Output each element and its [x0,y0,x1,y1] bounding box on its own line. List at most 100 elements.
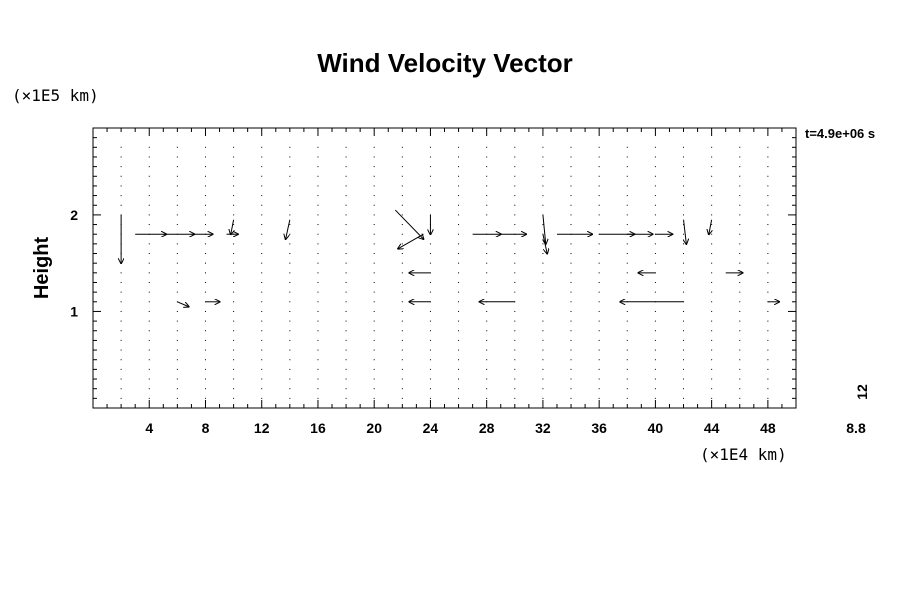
field-dot [486,243,488,245]
field-dot [486,272,488,274]
field-dot [148,175,150,177]
field-dot [767,397,769,399]
field-dot [233,204,235,206]
field-dot [626,310,628,312]
field-dot [233,253,235,255]
field-dot [598,330,600,332]
field-dot [233,195,235,197]
field-dot [373,349,375,351]
field-dot [514,272,516,274]
field-dot [570,397,572,399]
field-dot [626,339,628,341]
field-dot [317,243,319,245]
field-dot [626,359,628,361]
field-dot [233,359,235,361]
field-dot [570,368,572,370]
field-dot [345,156,347,158]
field-dot [514,359,516,361]
field-dot [570,349,572,351]
field-dot [373,224,375,226]
field-dot [233,339,235,341]
x-tick-label: 44 [704,420,720,436]
field-dot [401,388,403,390]
field-dot [458,175,460,177]
field-dot [598,253,600,255]
field-dot [261,243,263,245]
field-dot [120,378,122,380]
field-dot [626,291,628,293]
field-dot [289,214,291,216]
field-dot [598,281,600,283]
field-dot [654,378,656,380]
field-dot [401,175,403,177]
field-dot [233,397,235,399]
field-dot [373,204,375,206]
field-dot [711,339,713,341]
field-dot [542,378,544,380]
field-dot [570,156,572,158]
x-tick-label: 12 [254,420,270,436]
field-dot [345,204,347,206]
field-dot [626,166,628,168]
field-dot [598,291,600,293]
field-dot [598,378,600,380]
field-dot [401,214,403,216]
field-dot [233,291,235,293]
field-dot [739,320,741,322]
field-dot [542,359,544,361]
field-dot [148,253,150,255]
field-dot [458,195,460,197]
field-dot [373,195,375,197]
field-dot [458,243,460,245]
field-dot [345,233,347,235]
field-dot [711,388,713,390]
field-dot [148,243,150,245]
field-dot [233,368,235,370]
field-dot [120,330,122,332]
field-dot [373,272,375,274]
field-dot [486,378,488,380]
vector-arrows [121,209,779,307]
field-dot [401,349,403,351]
field-dot [683,388,685,390]
field-dot [514,166,516,168]
field-dot [401,156,403,158]
field-dot [289,339,291,341]
field-dot [486,359,488,361]
field-dot [542,272,544,274]
field-dot [148,349,150,351]
field-dot [654,175,656,177]
field-dot [458,166,460,168]
field-dot [373,175,375,177]
field-dot [542,243,544,245]
field-dot [345,359,347,361]
field-dot [711,156,713,158]
field-dot [598,272,600,274]
field-dot [739,310,741,312]
field-dot [204,243,206,245]
field-dot [458,388,460,390]
field-dot [654,339,656,341]
field-dot [570,310,572,312]
field-dot [204,156,206,158]
field-dot [345,320,347,322]
field-dot [458,368,460,370]
field-dot [401,291,403,293]
field-dot [767,253,769,255]
field-dot [458,233,460,235]
field-dot [261,320,263,322]
field-dot [654,320,656,322]
field-dot [683,253,685,255]
field-dot [176,359,178,361]
field-dot [317,310,319,312]
field-dot [176,339,178,341]
field-dot [739,224,741,226]
field-dot [373,359,375,361]
field-dot [711,253,713,255]
field-dot [739,281,741,283]
field-dot [598,156,600,158]
field-dot [739,368,741,370]
field-dot [233,224,235,226]
field-dot [514,397,516,399]
field-dot [767,195,769,197]
